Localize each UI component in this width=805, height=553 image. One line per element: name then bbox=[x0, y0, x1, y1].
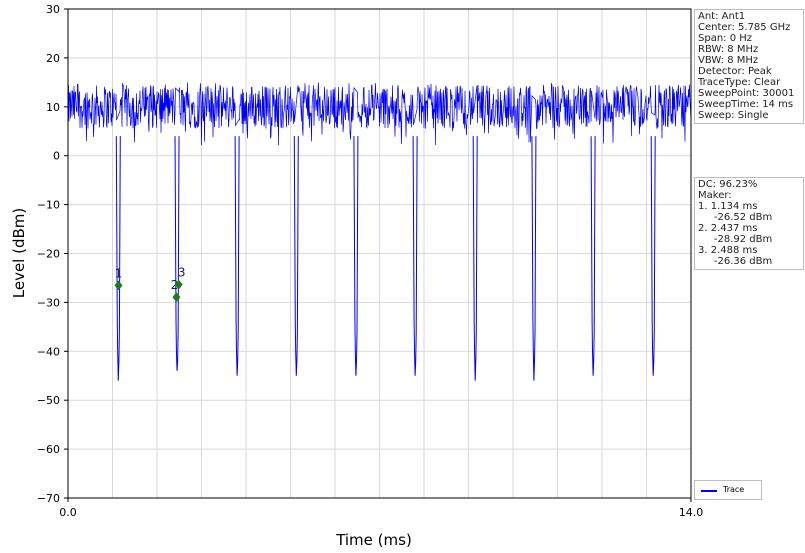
settings_box-line: TraceType: Clear bbox=[698, 77, 781, 88]
y-tick-label: −60 bbox=[37, 443, 60, 456]
y-tick-label: −30 bbox=[37, 296, 60, 309]
axes bbox=[64, 8, 692, 502]
trace-dip bbox=[531, 136, 537, 381]
dc_box-line: 2. 2.437 ms bbox=[698, 223, 758, 234]
marker-3 bbox=[174, 279, 183, 290]
grid bbox=[68, 8, 691, 499]
marker-2 bbox=[172, 292, 181, 303]
markers: 1 23 bbox=[114, 266, 186, 303]
y-tick-label: −40 bbox=[37, 345, 60, 358]
dc_box-line: -28.92 dBm bbox=[698, 234, 773, 245]
trace-dip bbox=[590, 136, 596, 376]
marker-label-3: 3 bbox=[178, 266, 186, 280]
y-tick-labels: 30 20 10 0 −10 −20 −30 −40 −50 −60 −70 bbox=[37, 3, 60, 505]
x-tick-label: 14.0 bbox=[679, 506, 704, 519]
duty-cycle-box: DC: 96.23% Maker: 1. 1.134 ms -26.52 dBm 2.… bbox=[694, 177, 804, 270]
settings-box: Ant: Ant1 Center: 5.785 GHz Span: 0 Hz RBW:… bbox=[694, 9, 804, 124]
dc_box-line: -26.52 dBm bbox=[698, 212, 773, 223]
x-tick-label: 0.0 bbox=[59, 506, 77, 519]
legend: Trace bbox=[694, 480, 762, 500]
dc_box-line: Maker: bbox=[698, 190, 732, 201]
settings_box-line: Detector: Peak bbox=[698, 66, 772, 77]
trace-dip bbox=[115, 136, 121, 381]
y-tick-label: 10 bbox=[46, 101, 60, 114]
dc_box-line: 1. 1.134 ms bbox=[698, 201, 758, 212]
trace-line bbox=[67, 82, 692, 381]
trace-dip bbox=[412, 136, 418, 376]
y-tick-label: 0 bbox=[53, 150, 60, 163]
settings_box-line: SweepPoint: 30001 bbox=[698, 88, 795, 99]
settings_box-line: Ant: Ant1 bbox=[698, 11, 746, 22]
marker-label-1: 1 bbox=[115, 266, 123, 280]
trace-dip bbox=[234, 136, 240, 376]
trace-dip bbox=[293, 136, 299, 376]
dc_box-line: 3. 2.488 ms bbox=[698, 245, 758, 256]
y-tick-label: −20 bbox=[37, 248, 60, 261]
x-tick-labels: 0.0 14.0 bbox=[59, 506, 703, 519]
x-axis-label: Time (ms) bbox=[335, 531, 412, 549]
legend-label-trace: Trace bbox=[723, 485, 745, 494]
settings_box-line: Span: 0 Hz bbox=[698, 33, 753, 44]
y-tick-label: 30 bbox=[46, 3, 60, 16]
trace-dip bbox=[472, 136, 478, 381]
settings_box-line: RBW: 8 MHz bbox=[698, 44, 759, 55]
y-tick-label: 20 bbox=[46, 52, 60, 65]
trace-dip bbox=[174, 136, 180, 371]
y-axis-label: Level (dBm) bbox=[10, 208, 28, 299]
y-tick-label: −50 bbox=[37, 394, 60, 407]
legend-swatch-trace bbox=[701, 490, 717, 492]
y-tick-label: −10 bbox=[37, 199, 60, 212]
dc_box-line: -26.36 dBm bbox=[698, 256, 773, 267]
settings_box-line: Sweep: Single bbox=[698, 110, 769, 121]
trace-dip bbox=[353, 136, 359, 376]
marker-1 bbox=[114, 280, 123, 291]
y-tick-label: −70 bbox=[37, 492, 60, 505]
trace-dip bbox=[650, 136, 656, 376]
settings_box-line: Center: 5.785 GHz bbox=[698, 22, 791, 33]
dc_box-line: DC: 96.23% bbox=[698, 179, 758, 190]
settings_box-line: SweepTime: 14 ms bbox=[698, 99, 794, 110]
marker-label-2: 2 bbox=[171, 278, 179, 292]
settings_box-line: VBW: 8 MHz bbox=[698, 55, 759, 66]
trace-noise bbox=[67, 82, 692, 146]
